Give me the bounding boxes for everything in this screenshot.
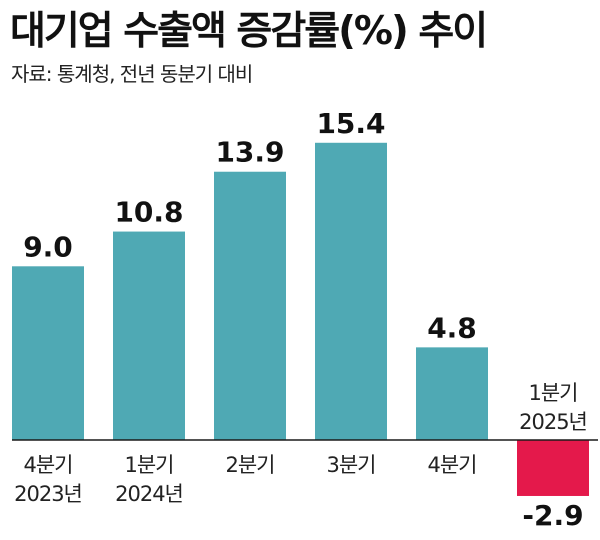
bar-2 bbox=[113, 231, 185, 440]
x-tick-label-6-2: 2025년 bbox=[519, 410, 587, 434]
bar-1 bbox=[12, 266, 84, 440]
x-tick-label-1-2: 2023년 bbox=[14, 482, 82, 506]
x-tick-label-6-1: 1분기 bbox=[528, 381, 577, 405]
data-label-4: 15.4 bbox=[316, 107, 385, 140]
bar-5 bbox=[416, 347, 488, 440]
x-tick-label-5-1: 4분기 bbox=[427, 453, 476, 477]
x-tick-label-3-1: 2분기 bbox=[225, 453, 274, 477]
bar-4 bbox=[315, 142, 387, 440]
chart-source: 자료: 통계청, 전년 동분기 대비 bbox=[11, 62, 253, 86]
data-label-6: -2.9 bbox=[522, 499, 583, 532]
bar-3 bbox=[214, 171, 286, 441]
x-tick-label-1-1: 4분기 bbox=[23, 453, 72, 477]
data-label-1: 9.0 bbox=[23, 230, 73, 263]
chart-title: 대기업 수출액 증감률(%) 추이 bbox=[10, 9, 488, 54]
x-tick-label-4-1: 3분기 bbox=[326, 453, 375, 477]
data-label-5: 4.8 bbox=[427, 311, 477, 344]
x-tick-label-2-2: 2024년 bbox=[115, 482, 183, 506]
data-label-3: 13.9 bbox=[215, 136, 284, 169]
x-tick-label-2-1: 1분기 bbox=[124, 453, 173, 477]
bar-6 bbox=[517, 440, 589, 496]
data-label-2: 10.8 bbox=[114, 196, 183, 229]
